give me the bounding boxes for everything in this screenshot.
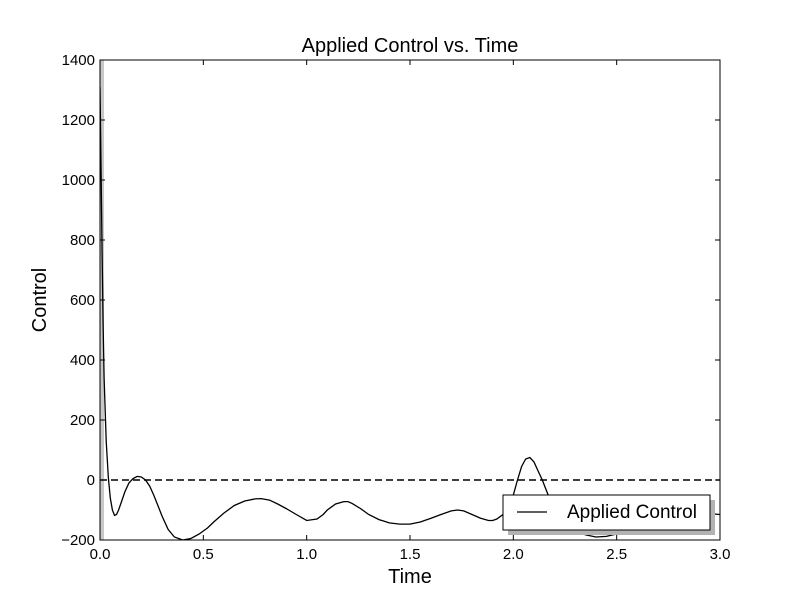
series-line-0 xyxy=(100,86,720,540)
legend: Applied Control xyxy=(502,494,715,535)
x-tick-label: 1.5 xyxy=(400,546,421,563)
x-tick-label: 1.0 xyxy=(296,546,317,563)
y-tick-label: 1200 xyxy=(62,112,95,129)
y-axis-label: Control xyxy=(29,268,51,332)
x-tick-label: 2.0 xyxy=(503,546,524,563)
y-tick-label: 0 xyxy=(87,472,95,489)
axis-ticks: 0.0 0.5 1.0 1.5 2.0 2.5 3.0 −200 0 200 400 600 800 10… xyxy=(61,52,730,563)
plot-frame xyxy=(99,59,721,541)
x-tick-label: 0.0 xyxy=(90,546,111,563)
y-tick-label: 1000 xyxy=(62,172,95,189)
x-tick-label: 0.5 xyxy=(193,546,214,563)
y-tick-label: 600 xyxy=(70,292,95,309)
y-tick-label: 400 xyxy=(70,352,95,369)
x-tick-label: 2.5 xyxy=(606,546,627,563)
plot-area xyxy=(100,60,720,540)
y-tick-label: 1400 xyxy=(62,52,95,69)
chart-title: Applied Control vs. Time xyxy=(302,35,519,57)
y-tick-label: 800 xyxy=(70,232,95,249)
legend-label: Applied Control xyxy=(567,502,697,523)
y-tick-label: 200 xyxy=(70,412,95,429)
x-tick-label: 3.0 xyxy=(710,546,731,563)
y-tick-label: −200 xyxy=(61,532,95,549)
x-axis-label: Time xyxy=(388,566,432,588)
